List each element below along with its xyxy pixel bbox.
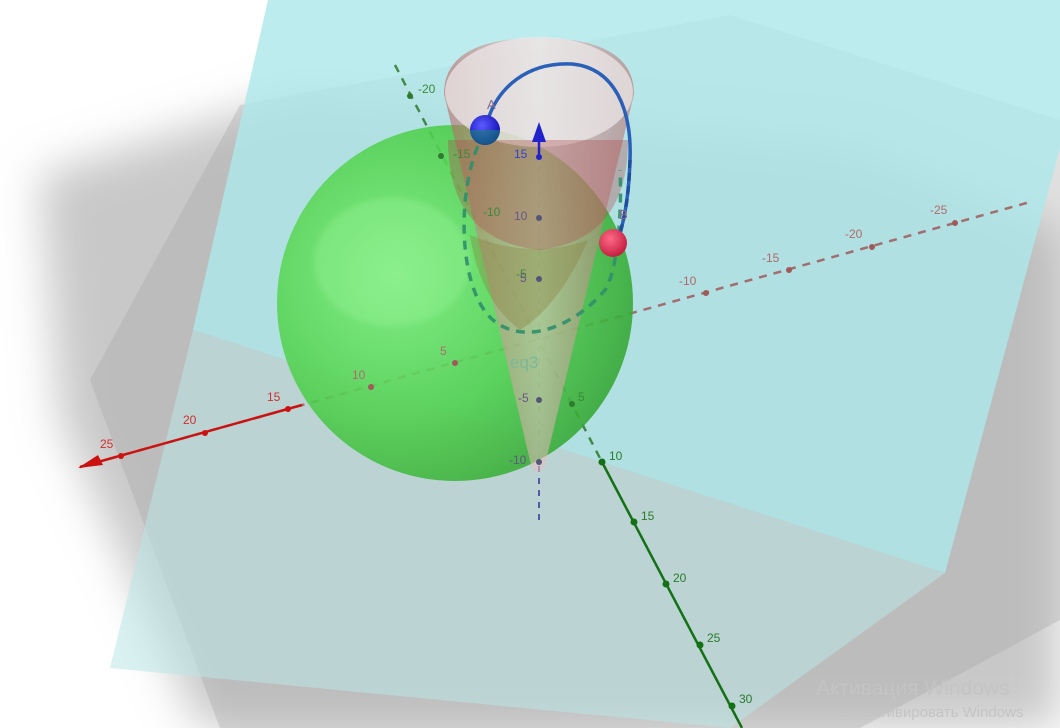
x-axis[interactable] — [78, 403, 303, 469]
z-axis-labels: 15 10 5 -5 -10 — [509, 147, 529, 467]
x-axis-ticks — [118, 220, 958, 459]
svg-text:20: 20 — [183, 413, 197, 427]
svg-text:-20: -20 — [418, 82, 436, 96]
windows-activation-watermark: Активация Windows Чтобы активировать Win… — [816, 676, 1060, 724]
svg-text:-15: -15 — [453, 147, 471, 161]
z-axis-arrow — [532, 122, 546, 142]
svg-text:-5: -5 — [518, 391, 529, 405]
svg-text:5: 5 — [578, 390, 585, 404]
point-b[interactable] — [599, 229, 627, 257]
svg-text:10: 10 — [352, 368, 366, 382]
svg-text:-5: -5 — [516, 267, 527, 281]
z-axis[interactable] — [532, 122, 546, 155]
svg-text:-15: -15 — [762, 251, 780, 265]
x-axis-labels: 25 20 15 10 5 -10 -15 -20 -25 — [100, 203, 948, 451]
watermark-subtitle: Чтобы активировать Windows — [816, 704, 1024, 721]
point-b-label: B — [619, 207, 628, 222]
svg-text:-20: -20 — [845, 227, 863, 241]
svg-text:15: 15 — [641, 509, 655, 523]
svg-text:30: 30 — [739, 692, 753, 706]
point-a-label: A — [487, 97, 496, 112]
svg-text:25: 25 — [100, 437, 114, 451]
curve-visible[interactable] — [483, 62, 632, 241]
svg-text:15: 15 — [267, 390, 281, 404]
svg-text:-10: -10 — [679, 274, 697, 288]
point-a[interactable] — [470, 115, 500, 145]
svg-text:-25: -25 — [930, 203, 948, 217]
cone-surface[interactable] — [444, 37, 634, 473]
svg-text:20: 20 — [673, 571, 687, 585]
svg-text:15: 15 — [514, 147, 528, 161]
svg-text:-10: -10 — [483, 205, 501, 219]
curve-visible-dashed-tail — [616, 159, 632, 241]
svg-text:-10: -10 — [509, 453, 527, 467]
y-axis[interactable] — [600, 461, 744, 728]
svg-text:10: 10 — [609, 449, 623, 463]
svg-text:5: 5 — [520, 271, 527, 285]
y-axis-ticks — [407, 93, 736, 710]
watermark-title: Активация Windows — [816, 677, 1010, 700]
sphere-highlight — [314, 198, 470, 326]
surface-label-eq3[interactable]: eq3 — [510, 353, 538, 372]
y-axis-labels: -20 -15 -10 -5 5 10 15 20 25 30 — [418, 82, 753, 706]
svg-text:10: 10 — [514, 209, 528, 223]
z-axis-ticks — [536, 154, 542, 465]
svg-text:25: 25 — [707, 631, 721, 645]
svg-text:5: 5 — [440, 344, 447, 358]
